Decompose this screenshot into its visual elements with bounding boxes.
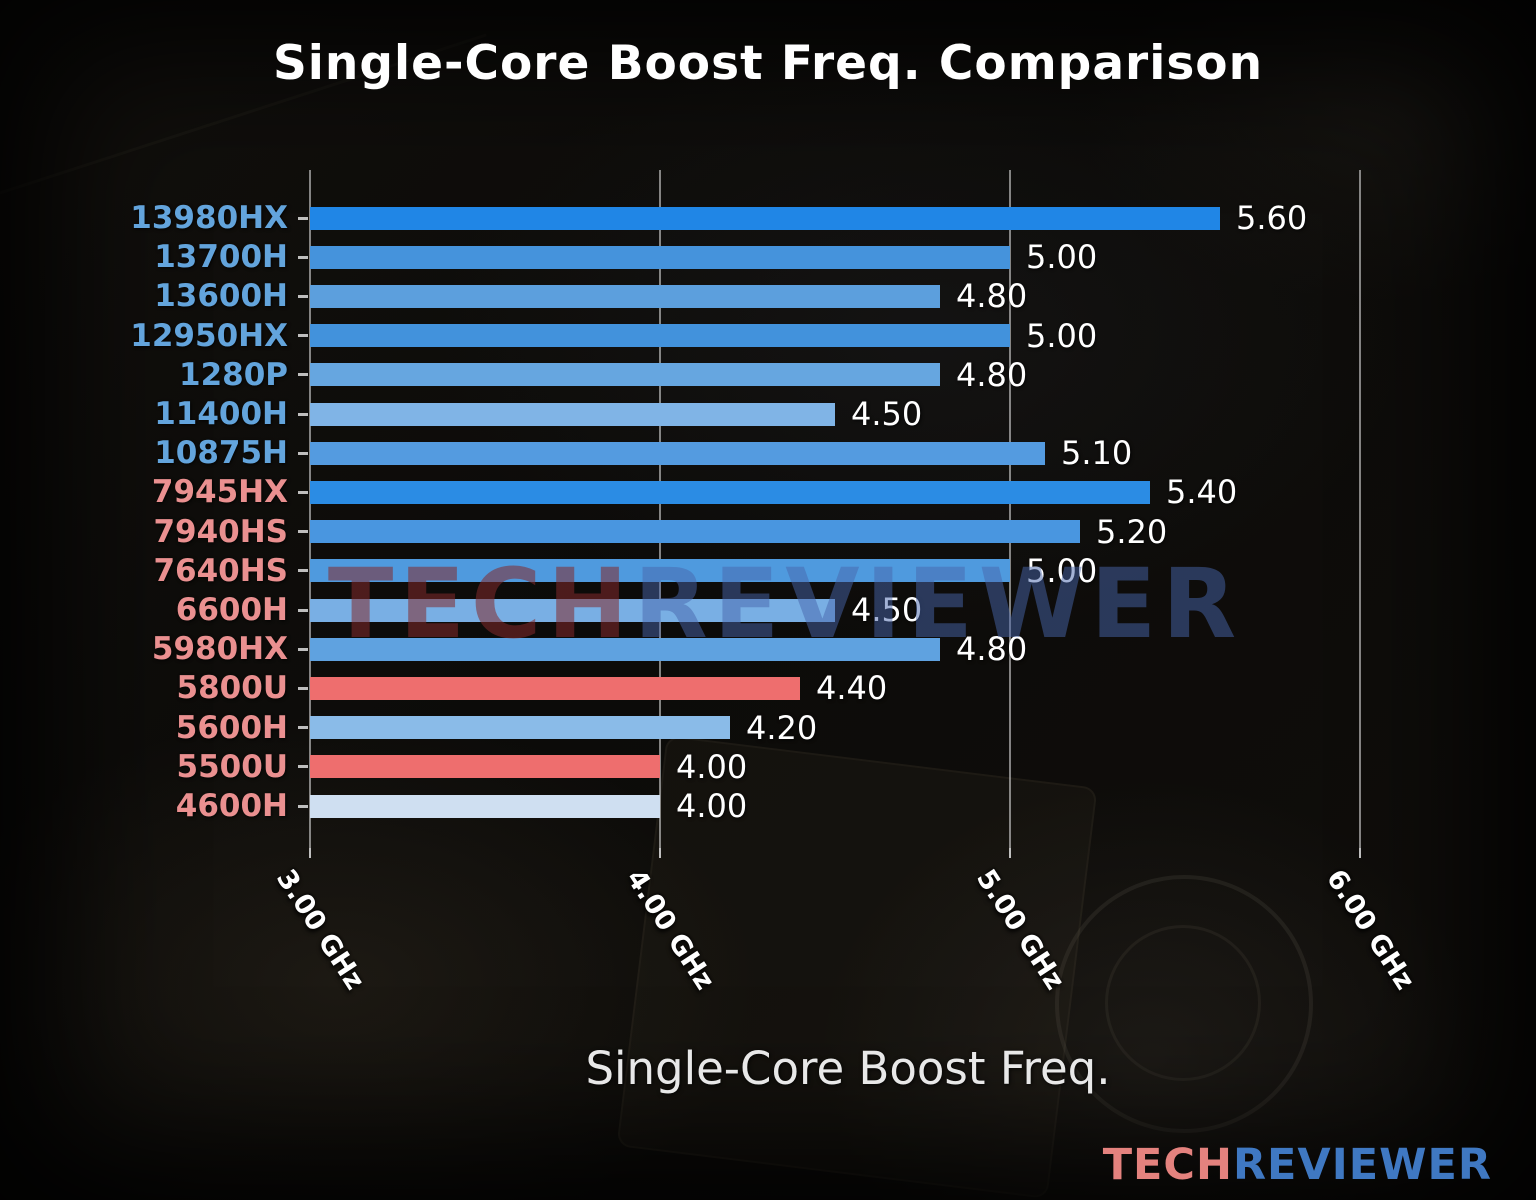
background-socket-circle <box>1055 875 1313 1133</box>
bar <box>310 520 1080 544</box>
value-label: 4.80 <box>956 355 1028 394</box>
x-tick-label: 5.00 GHz <box>970 864 1071 996</box>
value-label: 4.50 <box>851 395 923 433</box>
value-label: 5.20 <box>1096 512 1168 551</box>
value-label: 4.20 <box>746 708 818 747</box>
value-label: 4.00 <box>676 747 748 786</box>
x-tick <box>1359 848 1361 858</box>
bar <box>310 755 660 779</box>
brand-logo-tech: TECH <box>1102 1140 1233 1190</box>
bar <box>310 402 835 426</box>
y-tick <box>298 294 308 298</box>
category-label: 10875H <box>154 435 288 472</box>
y-tick <box>298 647 308 651</box>
value-label: 5.40 <box>1166 473 1238 512</box>
y-tick <box>298 608 308 612</box>
category-label: 5980HX <box>151 631 288 668</box>
category-label: 13600H <box>154 278 288 315</box>
y-tick <box>298 569 308 573</box>
y-tick <box>298 765 308 769</box>
value-label: 5.10 <box>1061 434 1133 473</box>
y-tick <box>298 490 308 494</box>
y-tick <box>298 804 308 808</box>
x-tick <box>659 848 661 858</box>
value-label: 5.00 <box>1026 238 1098 277</box>
bar <box>310 676 800 700</box>
brand-logo-reviewer: REVIEWER <box>1232 1140 1492 1190</box>
x-gridline <box>1359 170 1361 848</box>
y-tick <box>298 373 308 377</box>
x-tick-label: 6.00 GHz <box>1320 864 1421 996</box>
category-label: 7640HS <box>153 552 288 589</box>
x-gridline <box>309 170 311 848</box>
x-tick-label: 3.00 GHz <box>270 864 371 996</box>
category-label: 5500U <box>176 748 288 785</box>
value-label: 4.40 <box>816 669 888 708</box>
y-tick <box>298 412 308 416</box>
value-label: 5.00 <box>1026 316 1098 355</box>
brand-logo: TECHREVIEWER <box>1103 1140 1492 1190</box>
y-tick <box>298 216 308 220</box>
bar <box>310 206 1220 230</box>
value-label: 4.50 <box>851 591 923 629</box>
value-label: 5.60 <box>1236 199 1308 237</box>
y-tick <box>298 334 308 338</box>
y-tick <box>298 451 308 455</box>
x-gridline <box>1009 170 1011 848</box>
value-label: 4.00 <box>676 787 748 825</box>
category-label: 7940HS <box>153 513 288 550</box>
x-tick <box>1009 848 1011 858</box>
category-label: 5800U <box>176 670 288 707</box>
bar <box>310 245 1010 269</box>
bar <box>310 363 940 387</box>
y-tick <box>298 255 308 259</box>
y-tick <box>298 686 308 690</box>
bar <box>310 637 940 661</box>
background-socket-circle-inner <box>1105 925 1261 1081</box>
x-tick <box>309 848 311 858</box>
y-tick <box>298 726 308 730</box>
category-label: 4600H <box>175 788 288 824</box>
value-label: 5.00 <box>1026 551 1098 590</box>
x-axis-title: Single-Core Boost Freq. <box>585 1042 1111 1095</box>
category-label: 5600H <box>175 709 288 746</box>
bar <box>310 794 660 818</box>
category-label: 6600H <box>175 592 288 628</box>
category-label: 13980HX <box>130 200 288 236</box>
x-tick-label: 4.00 GHz <box>620 864 721 996</box>
category-label: 1280P <box>179 356 288 393</box>
bar <box>310 324 1010 348</box>
bar <box>310 441 1045 465</box>
value-label: 4.80 <box>956 277 1028 316</box>
bar <box>310 480 1150 504</box>
category-label: 11400H <box>154 396 288 432</box>
bar <box>310 598 835 622</box>
x-gridline <box>659 170 661 848</box>
bar <box>310 559 1010 583</box>
value-label: 4.80 <box>956 630 1028 669</box>
bar <box>310 284 940 308</box>
category-label: 12950HX <box>130 317 288 354</box>
category-label: 7945HX <box>151 474 288 511</box>
y-tick <box>298 530 308 534</box>
category-label: 13700H <box>154 239 288 276</box>
bar <box>310 716 730 740</box>
chart-title: Single-Core Boost Freq. Comparison <box>272 36 1264 91</box>
